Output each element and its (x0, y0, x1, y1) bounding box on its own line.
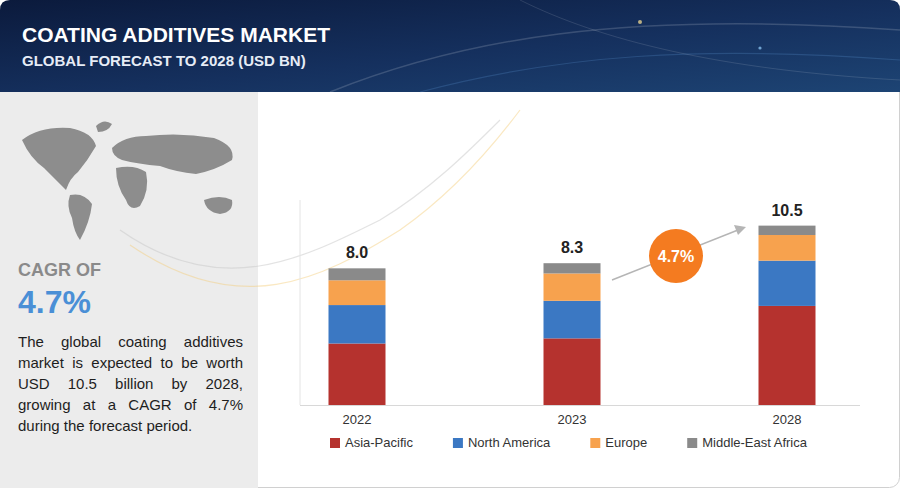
y-axis-line (300, 200, 301, 405)
bar-segment (544, 273, 601, 300)
map-north-america (22, 128, 96, 190)
growth-badge (649, 229, 703, 283)
header-spark (638, 20, 642, 24)
x-tick-label: 2028 (773, 412, 802, 427)
description: The global coating additives market is e… (18, 331, 243, 436)
legend-swatch (330, 438, 340, 448)
bar-segment (544, 338, 601, 405)
legend-swatch (687, 438, 697, 448)
header-streak (520, 0, 900, 80)
bar-segment (329, 268, 386, 280)
cagr-value: 4.7% (18, 284, 91, 320)
header-band (0, 0, 900, 92)
header-spark (758, 46, 761, 49)
legend-label: Asia-Pacific (345, 435, 413, 450)
bar-segment (329, 344, 386, 406)
legend-label: Middle-East Africa (702, 435, 808, 450)
world-map (22, 121, 233, 240)
page: COATING ADDITIVES MARKET GLOBAL FORECAST … (0, 0, 900, 488)
page-frame (1, 1, 900, 488)
bar-segment (329, 280, 386, 305)
header-streak (330, 24, 900, 92)
legend-swatch (590, 438, 600, 448)
legend: Asia-Pacific North America Europe Middle-Ea… (330, 435, 808, 450)
swoosh (130, 110, 520, 287)
cagr-label: CAGR OF (18, 260, 101, 280)
bar-segment (759, 226, 816, 235)
map-south-america (68, 194, 92, 240)
arrow-head (734, 225, 746, 235)
legend-label: Europe (605, 435, 647, 450)
title: COATING ADDITIVES MARKET (22, 23, 330, 46)
map-greenland (96, 121, 112, 132)
bar-segment (544, 301, 601, 339)
bars (329, 226, 816, 405)
bar-segment (759, 261, 816, 306)
total-label: 10.5 (771, 202, 802, 219)
bar-segment (329, 305, 386, 343)
header-decoration (330, 0, 900, 92)
left-panel (0, 92, 258, 488)
canvas-svg: COATING ADDITIVES MARKET GLOBAL FORECAST … (0, 0, 900, 488)
subtitle: GLOBAL FORECAST TO 2028 (USD BN) (22, 52, 306, 69)
x-tick-label: 2022 (343, 412, 372, 427)
header-streak (420, 53, 900, 92)
legend-swatch (453, 438, 463, 448)
bar-segment (759, 235, 816, 261)
legend-label: North America (468, 435, 551, 450)
bar-segment (544, 263, 601, 273)
total-label: 8.0 (346, 244, 368, 261)
x-axis-line (300, 405, 860, 406)
map-africa (116, 167, 147, 208)
swoosh (120, 120, 500, 268)
total-label: 8.3 (561, 239, 583, 256)
growth-badge-text: 4.7% (658, 248, 694, 265)
x-tick-label: 2023 (558, 412, 587, 427)
map-australia (204, 197, 232, 214)
bar-segment (759, 306, 816, 405)
